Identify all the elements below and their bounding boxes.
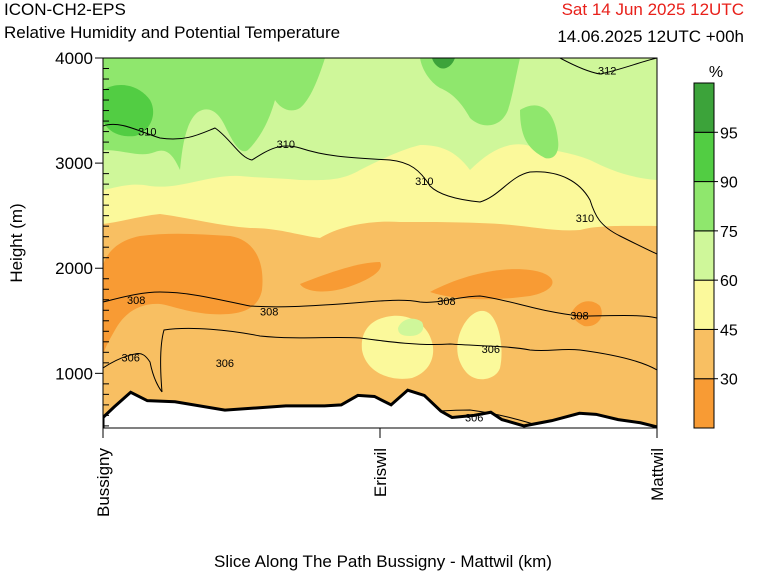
y-axis-label: Height (m) <box>7 203 26 282</box>
contour-label: 306 <box>216 358 234 370</box>
colorbar-swatch <box>693 181 715 232</box>
plot-area <box>103 58 657 428</box>
contour-labels: 306 306 306 306 308 308 308 308 310 310 310 310 312 <box>122 66 617 425</box>
x-tick-label: Eriswil <box>371 448 390 497</box>
colorbar-swatch <box>693 279 715 330</box>
contour-label: 312 <box>598 66 616 78</box>
rh-band-below-30-east <box>430 269 553 300</box>
rh-band-75-90 <box>103 58 325 170</box>
rh-band-below-30-ne <box>572 301 602 327</box>
colorbar-swatch <box>693 328 715 380</box>
contour-label: 306 <box>465 412 483 424</box>
rh-band-90-95 <box>103 85 154 137</box>
x-tick-label: Bussigny <box>94 448 113 517</box>
contour-label: 310 <box>576 213 594 225</box>
contour-label: 308 <box>260 306 278 318</box>
isentrope-306-west <box>103 353 163 393</box>
y-tick-label: 4000 <box>55 49 93 68</box>
colorbar-unit: % <box>709 64 723 81</box>
isentrope-306 <box>160 327 657 393</box>
humidity-field <box>103 58 657 428</box>
contour-label: 308 <box>437 296 455 308</box>
run-info: 14.06.2025 12UTC +00h <box>557 27 744 46</box>
colorbar-level-label: 45 <box>720 322 738 339</box>
x-axis-label: Slice Along The Path Bussigny - Mattwil … <box>214 552 552 571</box>
y-axis: 1000 2000 3000 4000 <box>55 49 109 427</box>
rh-band-below-30 <box>103 233 263 356</box>
colorbar-swatch <box>693 82 715 133</box>
contour-label: 306 <box>122 353 140 365</box>
colorbar-level-label: 30 <box>720 372 738 389</box>
model-name: ICON-CH2-EPS <box>4 0 126 19</box>
y-tick-label: 3000 <box>55 154 93 173</box>
colorbar-swatch <box>693 378 715 429</box>
contour-label: 308 <box>127 295 145 307</box>
contour-label: 306 <box>482 344 500 356</box>
isentrope-308 <box>103 291 657 319</box>
y-tick-label: 2000 <box>55 259 93 278</box>
colorbar-level-label: 75 <box>720 224 738 241</box>
contour-label: 310 <box>138 127 156 139</box>
rh-band-below-30-mid <box>300 262 381 292</box>
colorbar: 30 45 60 75 90 95 <box>693 82 738 429</box>
colorbar-swatch <box>693 131 715 183</box>
rh-band-60-75-valley <box>398 318 424 336</box>
rh-band-95-plus <box>432 58 455 69</box>
contour-label: 310 <box>277 139 295 151</box>
x-tick-label: Mattwil <box>648 448 667 501</box>
colorbar-level-label: 60 <box>720 273 738 290</box>
colorbar-level-label: 95 <box>720 125 738 142</box>
rh-band-75-90-east <box>420 58 520 126</box>
rh-band-75-90-far-east <box>520 105 559 159</box>
y-tick-label: 1000 <box>55 364 93 383</box>
colorbar-level-label: 90 <box>720 175 738 192</box>
isentrope-310 <box>103 124 657 255</box>
valid-time: Sat 14 Jun 2025 12UTC <box>561 0 744 19</box>
contour-label: 308 <box>570 311 588 323</box>
colorbar-swatch <box>693 230 715 281</box>
contour-label: 310 <box>415 176 433 188</box>
terrain-profile <box>103 388 657 428</box>
product-title: Relative Humidity and Potential Temperat… <box>4 23 341 42</box>
x-axis: Bussigny Eriswil Mattwil <box>94 428 667 517</box>
isentrope-312 <box>559 58 657 75</box>
